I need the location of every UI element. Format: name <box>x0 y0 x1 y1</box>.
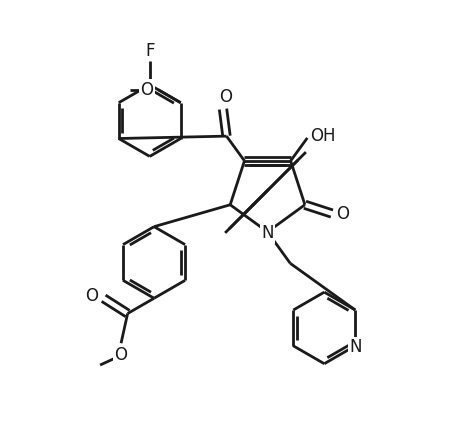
Text: N: N <box>349 338 362 356</box>
Text: N: N <box>261 224 274 242</box>
Text: O: O <box>219 88 232 106</box>
Text: O: O <box>85 287 98 305</box>
Text: F: F <box>145 42 155 60</box>
Text: O: O <box>141 80 154 99</box>
Text: OH: OH <box>310 127 335 145</box>
Text: O: O <box>115 347 128 364</box>
Text: O: O <box>336 205 349 222</box>
